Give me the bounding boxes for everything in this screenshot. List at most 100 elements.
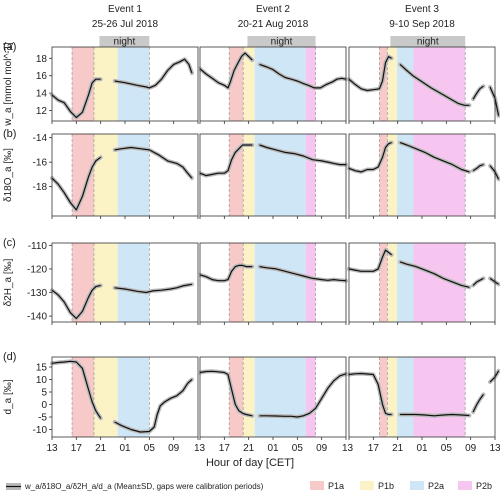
mean-line bbox=[399, 142, 470, 173]
mean-line bbox=[348, 56, 392, 92]
mean-line bbox=[114, 283, 192, 294]
mean-line bbox=[259, 373, 347, 418]
period-p2a-band bbox=[254, 243, 306, 322]
period-p1b-band bbox=[93, 243, 118, 322]
x-tick-label: 09 bbox=[316, 443, 328, 454]
period-p1b-band bbox=[93, 357, 118, 437]
period-p1a-band bbox=[379, 243, 388, 322]
mean-line bbox=[348, 372, 392, 416]
x-tick-label: 13 bbox=[342, 443, 354, 454]
mean-line bbox=[51, 78, 101, 119]
mean-line bbox=[399, 261, 470, 288]
y-tick-label: -130 bbox=[27, 288, 47, 299]
y-tick-label: 5 bbox=[41, 388, 47, 399]
x-tick-label: 21 bbox=[95, 443, 107, 454]
y-tick-label: -10 bbox=[33, 425, 48, 436]
period-p2a-band bbox=[117, 243, 150, 322]
legend-label-p2a: P2a bbox=[428, 481, 444, 491]
mean-line bbox=[259, 63, 347, 89]
period-p1b-band bbox=[243, 357, 255, 437]
legend-label-p1a: P1a bbox=[328, 481, 344, 491]
period-p1b-band bbox=[93, 134, 118, 216]
y-tick-label: -5 bbox=[38, 413, 47, 424]
mean-line bbox=[199, 370, 253, 417]
y-axis-label: d_a [‰] bbox=[3, 379, 14, 414]
period-p2b-band bbox=[413, 134, 466, 216]
mean-line bbox=[199, 144, 253, 177]
y-tick-label: -140 bbox=[27, 312, 47, 323]
x-tick-label: 05 bbox=[441, 443, 453, 454]
period-p2b-band bbox=[413, 47, 466, 121]
period-p1b-band bbox=[387, 357, 398, 437]
x-tick-label: 01 bbox=[119, 443, 131, 454]
period-p2a-band bbox=[397, 243, 414, 322]
legend-label-p1b: P1b bbox=[378, 481, 394, 491]
night-bar bbox=[390, 36, 466, 47]
y-tick-label: 18 bbox=[36, 54, 48, 65]
period-p1a-band bbox=[229, 47, 244, 121]
mean-line bbox=[472, 394, 484, 413]
period-p1a-band bbox=[379, 357, 388, 437]
night-bar bbox=[99, 36, 150, 47]
event-date: 20-21 Aug 2018 bbox=[238, 19, 309, 30]
night-bar bbox=[247, 36, 316, 47]
event-title: Event 2 bbox=[256, 4, 290, 15]
night-label: night bbox=[114, 37, 136, 48]
period-p2b-band bbox=[305, 134, 316, 216]
mean-line bbox=[51, 284, 101, 320]
period-p2b-band bbox=[413, 357, 466, 437]
legend-swatch-p1b bbox=[360, 481, 374, 490]
mean-line bbox=[348, 142, 392, 173]
y-axis-label: w_a [mmol mol^-1] bbox=[3, 42, 14, 127]
mean-line bbox=[259, 144, 346, 166]
x-tick-label: 01 bbox=[416, 443, 428, 454]
x-tick-label: 17 bbox=[71, 443, 83, 454]
period-p2a-band bbox=[397, 357, 414, 437]
x-tick-label: 01 bbox=[267, 443, 279, 454]
mean-line bbox=[114, 146, 193, 179]
x-tick-label: 17 bbox=[219, 443, 231, 454]
y-tick-label: 15 bbox=[36, 363, 48, 374]
y-tick-label: -16 bbox=[33, 158, 48, 169]
mean-line bbox=[51, 156, 102, 211]
period-p2a-band bbox=[254, 357, 306, 437]
x-tick-label: 17 bbox=[368, 443, 380, 454]
x-tick-label: 05 bbox=[292, 443, 304, 454]
period-p2a-band bbox=[117, 357, 150, 437]
mean-line bbox=[199, 52, 253, 89]
mean-line bbox=[472, 164, 484, 172]
period-p1b-band bbox=[243, 243, 255, 322]
x-tick-label: 13 bbox=[489, 443, 500, 454]
x-tick-label: 09 bbox=[168, 443, 180, 454]
y-tick-label: 12 bbox=[36, 106, 48, 117]
panel-letter: (a) bbox=[3, 41, 16, 53]
mean-line bbox=[348, 249, 392, 272]
y-tick-label: 16 bbox=[36, 71, 48, 82]
legend-swatch-p2b bbox=[458, 481, 472, 490]
y-axis-label: δ2H_a [‰] bbox=[3, 258, 14, 306]
y-tick-label: -14 bbox=[33, 133, 48, 144]
mean-line bbox=[199, 264, 253, 282]
y-tick-label: -110 bbox=[28, 241, 48, 252]
event-title: Event 1 bbox=[108, 4, 142, 15]
event-date: 9-10 Sep 2018 bbox=[389, 19, 455, 30]
period-p2b-band bbox=[305, 243, 316, 322]
mean-line bbox=[472, 85, 484, 100]
legend-swatch-p2a bbox=[410, 481, 424, 490]
x-tick-label: 09 bbox=[465, 443, 477, 454]
mean-line bbox=[399, 63, 470, 106]
panel-letter: (d) bbox=[3, 351, 16, 363]
mean-line bbox=[114, 58, 193, 89]
event-title: Event 3 bbox=[405, 4, 439, 15]
period-p1a-band bbox=[229, 357, 244, 437]
mean-line bbox=[114, 379, 193, 433]
panel-letter: (b) bbox=[3, 128, 16, 140]
x-tick-label: 21 bbox=[392, 443, 404, 454]
x-tick-label: 13 bbox=[46, 443, 58, 454]
night-label: night bbox=[271, 37, 293, 48]
period-p1b-band bbox=[387, 134, 398, 216]
x-tick-label: 21 bbox=[243, 443, 255, 454]
period-p2a-band bbox=[397, 47, 414, 121]
y-tick-label: 10 bbox=[36, 375, 48, 386]
